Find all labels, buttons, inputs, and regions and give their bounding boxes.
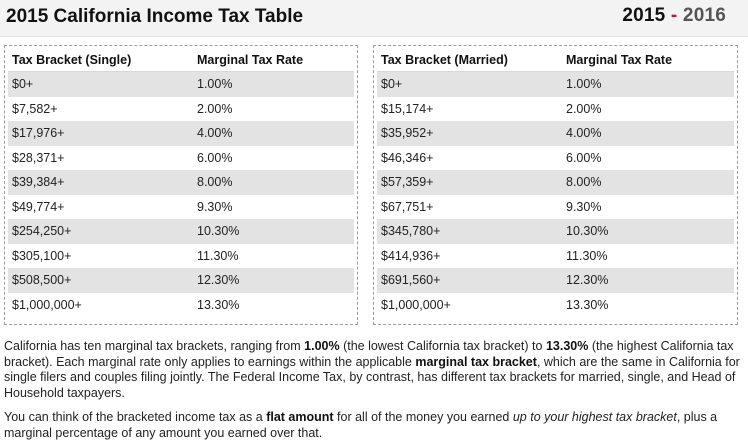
table-row: $414,936+ 11.30% xyxy=(377,244,734,269)
table-header-row: Tax Bracket (Single) Marginal Tax Rate xyxy=(8,49,354,72)
column-header: Tax Bracket (Married) xyxy=(377,49,562,72)
married-bracket-table: Tax Bracket (Married) Marginal Tax Rate … xyxy=(377,49,734,317)
single-bracket-panel: Tax Bracket (Single) Marginal Tax Rate $… xyxy=(4,45,358,325)
table-row: $1,000,000+ 13.30% xyxy=(377,293,734,318)
bracket-cell: $7,582+ xyxy=(12,101,58,116)
text-run: (the lowest California tax bracket) to xyxy=(339,339,546,353)
single-bracket-table: Tax Bracket (Single) Marginal Tax Rate $… xyxy=(8,49,354,317)
column-header: Tax Bracket (Single) xyxy=(8,49,193,72)
rate-cell: 9.30% xyxy=(197,199,233,214)
table-row: $39,384+ 8.00% xyxy=(8,170,354,195)
year-start: 2015 xyxy=(622,5,666,26)
bold-text: 13.30% xyxy=(545,339,589,353)
bold-text: marginal tax bracket xyxy=(415,354,537,369)
bracket-cell: $39,384+ xyxy=(8,170,193,195)
table-row: $0+ 1.00% xyxy=(377,71,734,97)
text-run: (the highest California tax bracket). Ea… xyxy=(4,339,734,369)
text-run: for all of the money you earned xyxy=(333,410,513,424)
table-row: $57,359+ 8.00% xyxy=(377,170,734,195)
table-row: $46,346+ 6.00% xyxy=(377,146,734,171)
bracket-cell: $46,346+ xyxy=(381,150,434,165)
rate-cell: 2.00% xyxy=(197,101,233,116)
rate-cell: 11.30% xyxy=(566,248,608,263)
married-bracket-panel: Tax Bracket (Married) Marginal Tax Rate … xyxy=(373,45,738,325)
bracket-cell: $49,774+ xyxy=(12,199,65,214)
rate-cell: 4.00% xyxy=(562,121,734,146)
bracket-cell: $17,976+ xyxy=(8,121,193,146)
table-row: $254,250+ 10.30% xyxy=(8,219,354,244)
year-range: 2015 - 2016 xyxy=(622,5,726,27)
bold-text: flat amount xyxy=(266,410,334,424)
bracket-cell: $0+ xyxy=(8,71,193,97)
text-run: , plus a marginal percentage of any amou… xyxy=(4,410,718,440)
bracket-cell: $0+ xyxy=(377,71,562,97)
rate-cell: 1.00% xyxy=(562,71,734,97)
rate-cell: 8.00% xyxy=(562,170,734,195)
page-header: 2015 California Income Tax Table 2015 - … xyxy=(0,0,748,37)
table-row: $508,500+ 12.30% xyxy=(8,268,354,293)
rate-cell: 6.00% xyxy=(566,150,602,165)
rate-cell: 6.00% xyxy=(197,150,233,165)
married-table-body: $0+ 1.00% $15,174+ 2.00% $35,952+ 4.00% $46,34… xyxy=(377,71,734,318)
bracket-cell: $691,560+ xyxy=(377,268,562,293)
text-run: California has ten marginal tax brackets… xyxy=(4,339,305,353)
bracket-cell: $15,174+ xyxy=(381,101,434,116)
bracket-cell: $67,751+ xyxy=(381,199,434,214)
explanation-paragraph: You can think of the bracketed income ta… xyxy=(4,410,740,441)
table-row: $1,000,000+ 13.30% xyxy=(8,293,354,318)
rate-cell: 13.30% xyxy=(566,297,609,312)
rate-cell: 4.00% xyxy=(193,121,354,146)
bracket-cell: $1,000,000+ xyxy=(381,297,451,312)
rate-cell: 8.00% xyxy=(193,170,354,195)
table-row: $691,560+ 12.30% xyxy=(377,268,734,293)
bracket-cell: $414,936+ xyxy=(381,248,441,263)
bracket-cell: $254,250+ xyxy=(8,219,193,244)
bracket-cell: $1,000,000+ xyxy=(12,297,82,312)
bracket-cell: $345,780+ xyxy=(377,219,562,244)
rate-cell: 11.30% xyxy=(197,248,239,263)
text-run: You can think of the bracketed income ta… xyxy=(4,410,267,424)
year-separator: - xyxy=(665,5,683,26)
rate-cell: 1.00% xyxy=(193,71,354,97)
bracket-cell: $508,500+ xyxy=(8,268,193,293)
page-title: 2015 California Income Tax Table xyxy=(6,6,304,27)
single-table-body: $0+ 1.00% $7,582+ 2.00% $17,976+ 4.00% $28,371… xyxy=(8,71,354,318)
table-row: $35,952+ 4.00% xyxy=(377,121,734,146)
bold-text: 1.00% xyxy=(304,339,340,353)
column-header: Marginal Tax Rate xyxy=(562,49,734,72)
table-row: $28,371+ 6.00% xyxy=(8,146,354,171)
rate-cell: 12.30% xyxy=(193,268,354,293)
table-header-row: Tax Bracket (Married) Marginal Tax Rate xyxy=(377,49,734,72)
rate-cell: 9.30% xyxy=(566,199,602,214)
table-row: $305,100+ 11.30% xyxy=(8,244,354,269)
bracket-cell: $35,952+ xyxy=(377,121,562,146)
rate-cell: 10.30% xyxy=(193,219,354,244)
text-run: , which are the same in California for s… xyxy=(4,354,740,400)
table-row: $0+ 1.00% xyxy=(8,71,354,97)
table-row: $67,751+ 9.30% xyxy=(377,195,734,220)
table-row: $17,976+ 4.00% xyxy=(8,121,354,146)
rate-cell: 10.30% xyxy=(562,219,734,244)
table-row: $15,174+ 2.00% xyxy=(377,97,734,122)
rate-cell: 12.30% xyxy=(562,268,734,293)
rate-cell: 13.30% xyxy=(197,297,240,312)
table-row: $345,780+ 10.30% xyxy=(377,219,734,244)
bracket-cell: $28,371+ xyxy=(12,150,65,165)
table-row: $49,774+ 9.30% xyxy=(8,195,354,220)
bracket-cell: $57,359+ xyxy=(377,170,562,195)
italic-text: up to your highest tax bracket xyxy=(512,410,677,424)
bracket-cell: $305,100+ xyxy=(12,248,72,263)
table-row: $7,582+ 2.00% xyxy=(8,97,354,122)
rate-cell: 2.00% xyxy=(566,101,602,116)
year-end: 2016 xyxy=(682,5,726,26)
column-header: Marginal Tax Rate xyxy=(193,49,354,72)
description-paragraph: California has ten marginal tax brackets… xyxy=(4,339,740,401)
